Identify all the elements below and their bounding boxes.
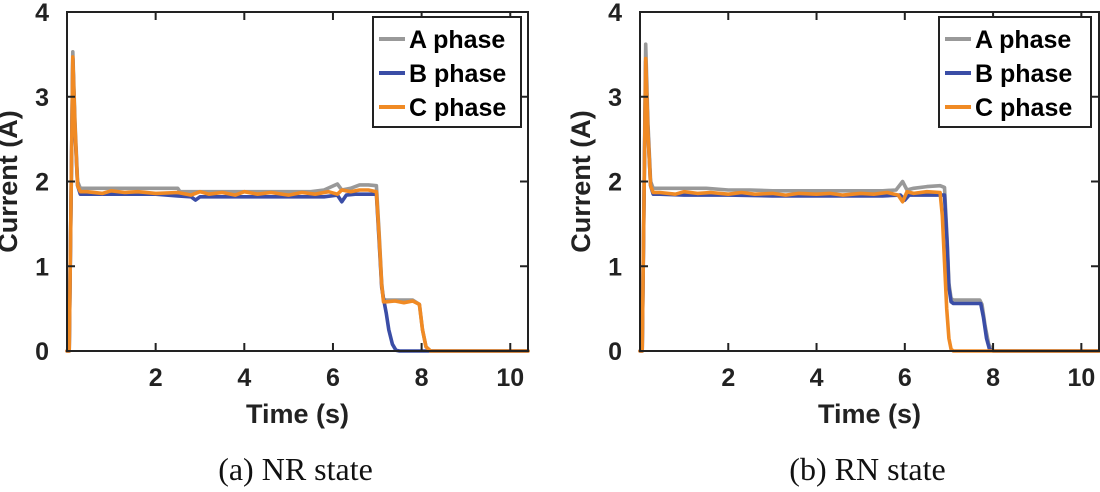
y-tick-label: 0 xyxy=(35,338,49,366)
x-tick-label: 2 xyxy=(721,364,735,392)
x-tick-label: 10 xyxy=(496,364,524,392)
x-tick-label: 4 xyxy=(810,364,824,392)
x-tick-label: 8 xyxy=(415,364,429,392)
legend-label: B phase xyxy=(409,60,506,88)
y-tick-label: 0 xyxy=(608,338,622,366)
y-tick-label: 1 xyxy=(35,253,49,281)
y-axis-label: Current (A) xyxy=(566,110,596,253)
y-tick-label: 4 xyxy=(608,0,622,27)
x-tick-label: 8 xyxy=(986,364,1000,392)
x-axis-label: Time (s) xyxy=(818,399,921,429)
series-line-c-phase xyxy=(638,56,1100,353)
y-tick-label: 1 xyxy=(608,253,622,281)
panel-caption: (a) NR state xyxy=(218,451,373,487)
series-line-c-phase xyxy=(65,55,530,353)
y-tick-label: 3 xyxy=(608,84,622,112)
x-tick-label: 2 xyxy=(149,364,163,392)
series-line-a-phase xyxy=(638,42,1100,353)
legend: A phase B phase C phase xyxy=(372,16,522,128)
legend-label: A phase xyxy=(975,26,1071,54)
x-tick-label: 4 xyxy=(237,364,251,392)
y-tick-label: 2 xyxy=(35,169,49,197)
x-axis-label: Time (s) xyxy=(246,399,349,429)
chart-panel-1: 2 4 6 8 10 0 1 2 3 4 Time (s) Current (A) A phase B p… xyxy=(0,0,530,487)
series-line-a-phase xyxy=(65,49,530,353)
legend-label: B phase xyxy=(975,60,1072,88)
x-tick-label: 10 xyxy=(1067,364,1095,392)
legend-label: A phase xyxy=(409,26,505,54)
chart-panel-2: 2 4 6 8 10 0 1 2 3 4 Time (s) Current (A) A phase B p… xyxy=(566,0,1100,487)
x-tick-label: 6 xyxy=(898,364,912,392)
legend: A phase B phase C phase xyxy=(938,16,1092,128)
legend-label: C phase xyxy=(975,94,1072,122)
y-tick-label: 2 xyxy=(608,169,622,197)
y-tick-label: 3 xyxy=(35,84,49,112)
panel-caption: (b) RN state xyxy=(789,451,945,487)
y-axis-label: Current (A) xyxy=(0,110,23,253)
legend-label: C phase xyxy=(409,94,506,122)
y-tick-label: 4 xyxy=(35,0,49,27)
x-tick-label: 6 xyxy=(326,364,340,392)
